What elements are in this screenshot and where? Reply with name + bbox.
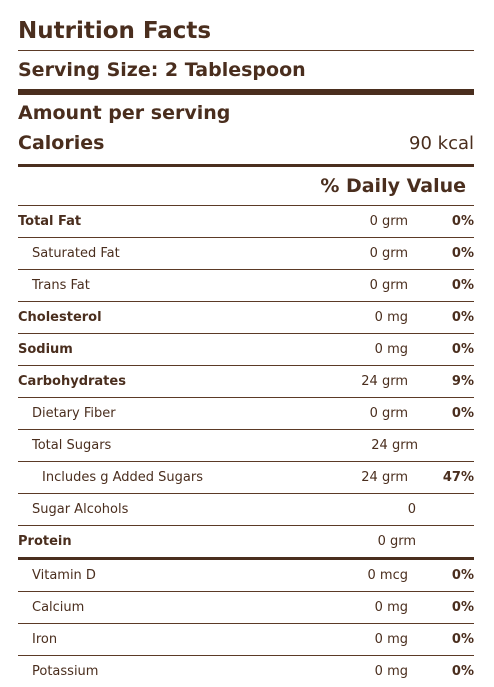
nutrient-amount: 0 mcg [367, 568, 408, 583]
nutrient-amount: 0 mg [374, 664, 408, 679]
nutrient-daily-value: 0% [451, 246, 474, 261]
nutrient-name: Trans Fat [32, 278, 90, 293]
nutrient-amount: 24 grm [361, 470, 408, 485]
nutrient-row-dietary-fiber: Dietary Fiber 0 grm 0% [18, 398, 474, 430]
nutrient-row-sodium: Sodium 0 mg 0% [18, 334, 474, 366]
nutrient-name: Vitamin D [32, 568, 96, 583]
nutrient-name: Cholesterol [18, 310, 102, 325]
nutrient-daily-value: 0% [451, 342, 474, 357]
nutrient-name: Saturated Fat [32, 246, 120, 261]
nutrient-daily-value: 0% [451, 632, 474, 647]
nutrient-name: Protein [18, 534, 72, 549]
nutrient-amount: 0 [407, 502, 416, 517]
nutrient-row-saturated-fat: Saturated Fat 0 grm 0% [18, 238, 474, 270]
nutrient-daily-value: 0% [451, 664, 474, 679]
nutrient-amount: 0 grm [377, 534, 416, 549]
nutrient-daily-value: 9% [451, 374, 474, 389]
nutrient-daily-value: 0% [451, 568, 474, 583]
nutrient-amount: 0 mg [374, 632, 408, 647]
calories-row: Calories 90 kcal [18, 127, 474, 167]
nutrient-row-vitamin-d: Vitamin D 0 mcg 0% [18, 560, 474, 592]
nutrient-daily-value: 0% [451, 600, 474, 615]
daily-value-header: % Daily Value [18, 167, 474, 206]
nutrient-name: Calcium [32, 600, 85, 615]
nutrient-name: Potassium [32, 664, 99, 679]
nutrient-row-calcium: Calcium 0 mg 0% [18, 592, 474, 624]
nutrient-row-carbohydrates: Carbohydrates 24 grm 9% [18, 366, 474, 398]
nutrient-amount: 0 mg [374, 600, 408, 615]
nutrient-daily-value: 0% [451, 278, 474, 293]
amount-per-serving: Amount per serving [18, 102, 231, 124]
nutrient-row-total-fat: Total Fat 0 grm 0% [18, 206, 474, 238]
nutrient-row-added-sugars: Includes g Added Sugars 24 grm 47% [18, 462, 474, 494]
nutrient-daily-value: 0% [451, 310, 474, 325]
nutrient-daily-value: 0% [451, 406, 474, 421]
nutrient-row-sugar-alcohols: Sugar Alcohols 0 [18, 494, 474, 526]
nutrient-amount: 24 grm [371, 438, 418, 453]
nutrient-name: Includes g Added Sugars [42, 470, 203, 485]
nutrient-name: Dietary Fiber [32, 406, 116, 421]
nutrient-name: Sodium [18, 342, 73, 357]
nutrient-row-total-sugars: Total Sugars 24 grm [18, 430, 474, 462]
nutrient-row-potassium: Potassium 0 mg 0% [18, 656, 474, 687]
nutrient-amount: 0 mg [374, 310, 408, 325]
nutrient-amount: 0 mg [374, 342, 408, 357]
nutrient-amount: 24 grm [361, 374, 408, 389]
nutrient-row-cholesterol: Cholesterol 0 mg 0% [18, 302, 474, 334]
nutrient-name: Carbohydrates [18, 374, 126, 389]
nutrient-amount: 0 grm [369, 406, 408, 421]
nutrient-daily-value: 47% [442, 470, 474, 485]
nutrient-name: Total Sugars [32, 438, 112, 453]
nutrient-row-iron: Iron 0 mg 0% [18, 624, 474, 656]
nutrition-facts-panel: Nutrition Facts Serving Size: 2 Tablespo… [18, 14, 474, 687]
nutrient-name: Sugar Alcohols [32, 502, 129, 517]
nutrient-name: Total Fat [18, 214, 82, 229]
nutrient-daily-value: 0% [451, 214, 474, 229]
nutrient-row-trans-fat: Trans Fat 0 grm 0% [18, 270, 474, 302]
panel-title: Nutrition Facts [18, 14, 474, 51]
nutrient-amount: 0 grm [369, 246, 408, 261]
nutrient-name: Iron [32, 632, 58, 647]
nutrient-amount: 0 grm [369, 214, 408, 229]
calories-value: 90 kcal [409, 133, 474, 154]
nutrient-row-protein: Protein 0 grm [18, 526, 474, 560]
nutrient-amount: 0 grm [369, 278, 408, 293]
calories-label: Calories [18, 132, 105, 154]
serving-size: Serving Size: 2 Tablespoon [18, 51, 474, 95]
